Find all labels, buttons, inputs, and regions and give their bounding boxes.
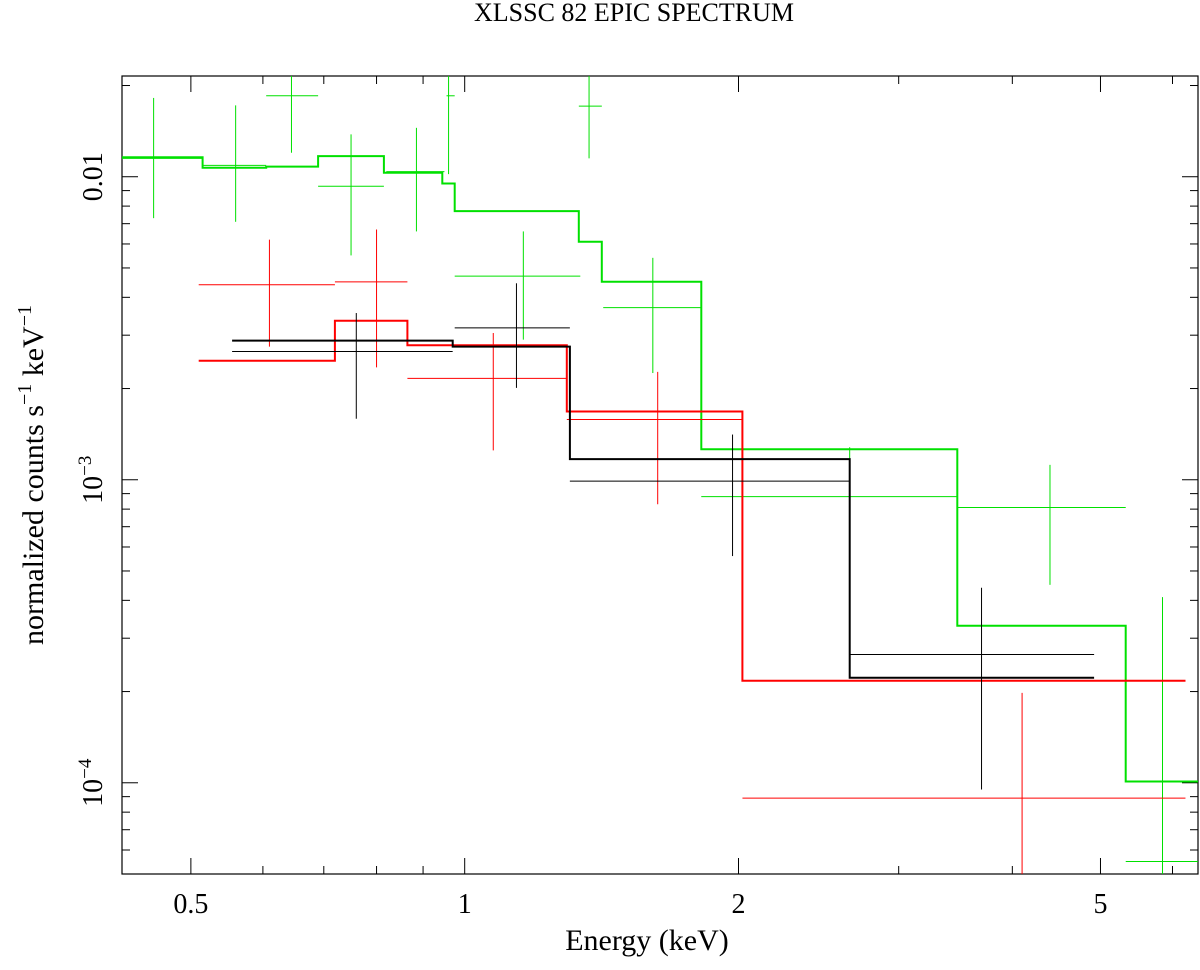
series-2 bbox=[232, 283, 1095, 790]
y-axis-label-main: normalized counts s bbox=[17, 405, 50, 645]
x-axis-label: Energy (keV) bbox=[565, 924, 729, 957]
axis-ticks bbox=[122, 76, 1198, 875]
data-series bbox=[122, 76, 1198, 874]
series-0 bbox=[122, 76, 1198, 874]
y-tick-label-base: 10 bbox=[78, 779, 109, 807]
y-tick-label: 0.01 bbox=[78, 152, 109, 201]
y-tick-label: 10−4 bbox=[75, 758, 109, 807]
y-tick-label-base: 10 bbox=[78, 476, 109, 504]
y-tick-label-exponent: −4 bbox=[75, 758, 96, 779]
model-step-line bbox=[122, 155, 1198, 783]
x-tick-label: 1 bbox=[458, 889, 472, 920]
y-tick-label-exponent: −3 bbox=[75, 456, 96, 476]
x-tick-label: 2 bbox=[732, 889, 746, 920]
x-tick-labels: 0.5 1 2 5 bbox=[173, 889, 1107, 920]
y-tick-label-base: 0.01 bbox=[78, 152, 109, 201]
y-axis-label-mid: keV bbox=[17, 326, 50, 384]
x-tick-label: 0.5 bbox=[173, 889, 208, 920]
y-tick-label: 10−3 bbox=[75, 456, 109, 504]
x-tick-label: 5 bbox=[1093, 889, 1107, 920]
y-axis-label-sup2: −1 bbox=[14, 305, 36, 326]
model-step-line bbox=[198, 319, 1186, 682]
plot-frame bbox=[121, 75, 1199, 875]
series-1 bbox=[198, 229, 1186, 874]
y-axis-label: normalized counts s−1 keV−1 bbox=[14, 305, 50, 645]
chart-title: XLSSC 82 EPIC SPECTRUM bbox=[474, 0, 794, 27]
model-step-line bbox=[232, 339, 1095, 679]
y-axis-label-sup1: −1 bbox=[14, 384, 36, 405]
